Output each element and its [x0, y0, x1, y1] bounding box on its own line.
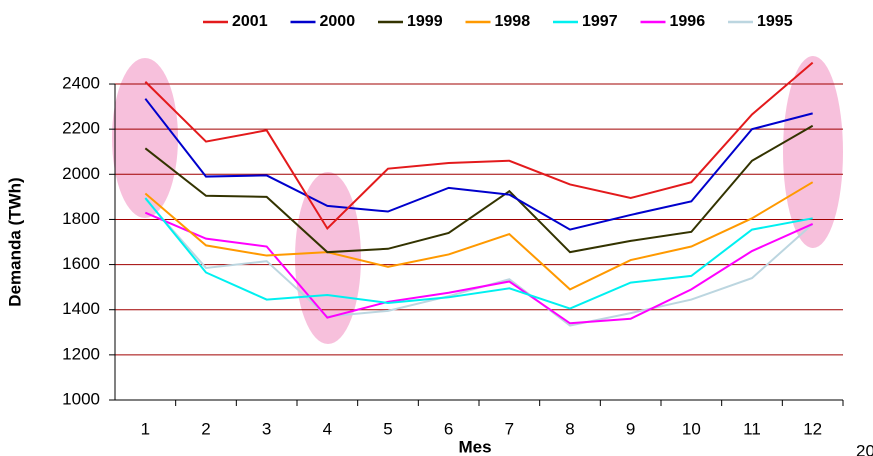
x-tick-label: 2 — [201, 419, 210, 438]
y-tick-label: 1200 — [62, 344, 100, 363]
y-tick-label: 2000 — [62, 164, 100, 183]
legend-label: 1995 — [757, 13, 793, 30]
legend-label: 2001 — [232, 13, 268, 30]
x-tick-label: 4 — [323, 419, 332, 438]
y-tick-label: 2200 — [62, 119, 100, 138]
x-tick-label: 5 — [383, 419, 392, 438]
legend-label: 1997 — [582, 13, 618, 30]
y-tick-label: 1000 — [62, 389, 100, 408]
y-tick-label: 1600 — [62, 254, 100, 273]
x-tick-label: 3 — [262, 419, 271, 438]
x-tick-label: 6 — [444, 419, 453, 438]
legend-label: 1998 — [495, 13, 531, 30]
highlights — [112, 56, 843, 344]
series-line — [144, 198, 814, 327]
x-tick-label: 11 — [743, 419, 761, 438]
y-tick-label: 1400 — [62, 299, 100, 318]
series-line — [144, 98, 813, 231]
note: 20 — [856, 441, 873, 456]
x-tick-label: 9 — [626, 419, 635, 438]
series-line — [144, 197, 813, 310]
y-tick-label: 2400 — [62, 74, 100, 93]
series-line — [144, 211, 814, 325]
x-tick-label: 7 — [505, 419, 514, 438]
x-tick-label: 12 — [803, 419, 822, 438]
series-line — [144, 61, 814, 231]
x-tick-label: 10 — [682, 419, 701, 438]
x-tick-label: 8 — [565, 419, 574, 438]
y-tick-label: 1800 — [62, 209, 100, 228]
series-line — [144, 181, 814, 291]
legend-label: 1996 — [670, 13, 706, 30]
x-axis-label: Mes — [458, 437, 491, 456]
legend-label: 2000 — [320, 13, 356, 30]
x-tick-label: 1 — [141, 419, 150, 438]
y-axis-label: Demanda (TWh) — [5, 177, 24, 306]
legend-label: 1999 — [407, 13, 443, 30]
series-line — [144, 124, 814, 254]
